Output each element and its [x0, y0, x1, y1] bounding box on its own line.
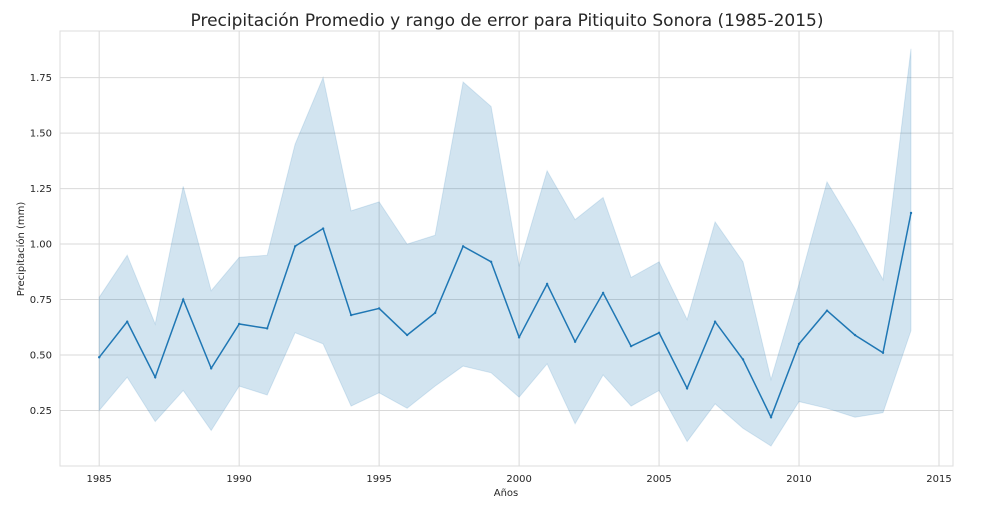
mean-precipitation-line	[98, 212, 912, 420]
data-point	[293, 245, 297, 248]
data-point	[377, 307, 381, 310]
data-point	[825, 309, 829, 312]
data-point	[881, 351, 885, 355]
data-point	[909, 211, 913, 215]
y-gridlines	[60, 77, 953, 412]
data-point	[209, 367, 213, 370]
data-point	[629, 344, 633, 348]
data-point	[657, 331, 661, 335]
y-axis-label: Precipitación (mm)	[15, 202, 27, 297]
data-point	[125, 320, 129, 323]
data-point	[97, 356, 101, 359]
data-point	[517, 336, 521, 339]
x-tick-label: 2000	[506, 474, 531, 485]
data-point	[405, 333, 409, 337]
data-point	[797, 342, 801, 346]
plot-area	[59, 30, 954, 467]
y-tick-label: 0.25	[30, 406, 52, 417]
y-tick-label: 1.50	[30, 129, 52, 140]
x-tick-label: 2015	[926, 474, 951, 485]
x-tick-label: 1990	[226, 474, 251, 485]
data-point	[853, 333, 857, 337]
chart-title: Precipitación Promedio y rango de error …	[191, 11, 824, 31]
data-point	[181, 298, 185, 301]
data-point	[573, 340, 577, 343]
error-band	[98, 48, 912, 447]
data-point	[601, 291, 605, 295]
data-point	[321, 227, 325, 230]
data-point	[741, 358, 745, 361]
data-point	[237, 322, 241, 326]
data-point	[349, 313, 353, 317]
data-point	[545, 282, 549, 286]
x-tick-label: 1985	[86, 474, 111, 485]
y-tick-label: 1.00	[30, 240, 52, 251]
data-point	[489, 260, 493, 264]
data-point	[433, 311, 437, 315]
x-tick-label: 2010	[786, 474, 811, 485]
x-axis-ticks: 1985 1990 1995 2000 2005 2010 2015	[86, 474, 951, 485]
y-tick-label: 0.50	[30, 351, 52, 362]
data-point	[265, 327, 269, 330]
x-axis-label: Años	[494, 488, 519, 499]
x-tick-label: 2005	[646, 474, 671, 485]
data-point	[685, 387, 689, 390]
data-point	[461, 245, 465, 248]
data-point	[713, 320, 717, 323]
y-tick-label: 1.25	[30, 184, 52, 195]
y-axis-ticks: 0.25 0.50 0.75 1.00 1.25 1.50 1.75	[30, 73, 52, 417]
x-gridlines	[98, 31, 940, 466]
y-tick-label: 0.75	[30, 295, 52, 306]
data-point	[153, 376, 157, 379]
x-tick-label: 1995	[366, 474, 391, 485]
data-points	[97, 211, 913, 419]
y-tick-label: 1.75	[30, 73, 52, 84]
data-point	[769, 415, 773, 419]
